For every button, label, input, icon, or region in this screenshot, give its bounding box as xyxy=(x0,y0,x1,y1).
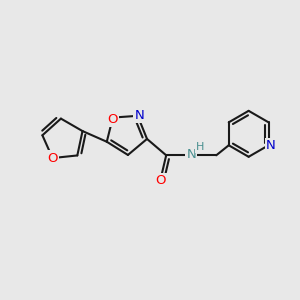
Text: O: O xyxy=(155,174,166,187)
Text: O: O xyxy=(47,152,58,165)
Text: H: H xyxy=(196,142,204,152)
Text: N: N xyxy=(266,139,276,152)
Text: N: N xyxy=(186,148,196,161)
Text: N: N xyxy=(134,109,144,122)
Text: O: O xyxy=(108,112,118,125)
